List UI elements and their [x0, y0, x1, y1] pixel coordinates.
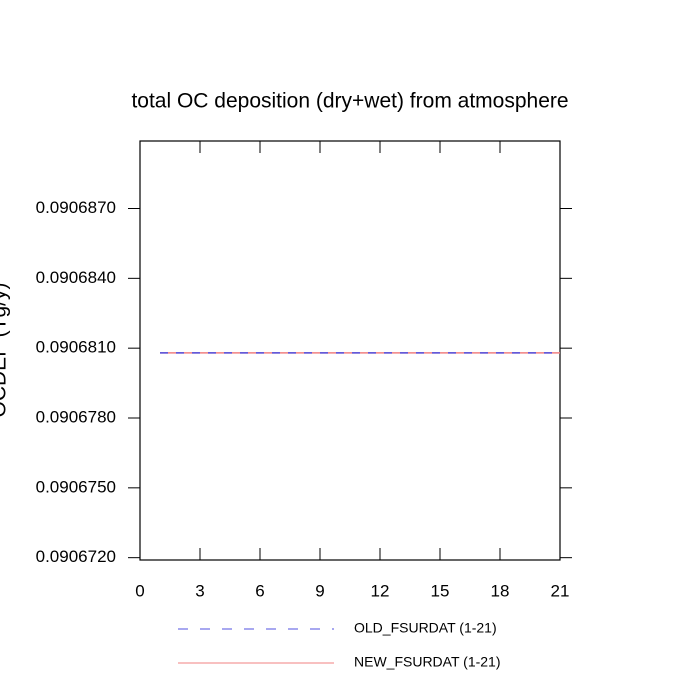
x-tick-label: 15 — [431, 581, 450, 600]
y-tick-label: 0.0906810 — [36, 338, 116, 357]
x-tick-label: 3 — [195, 581, 204, 600]
chart-title: total OC deposition (dry+wet) from atmos… — [131, 90, 568, 113]
y-tick-label: 0.0906720 — [36, 547, 116, 566]
x-tick-label: 18 — [491, 581, 510, 600]
y-tick-label: 0.0906750 — [36, 477, 116, 496]
y-tick-label: 0.0906840 — [36, 268, 116, 287]
y-axis-label: OCDEP (Tg/y) — [0, 283, 11, 418]
legend-label: OLD_FSURDAT (1-21) — [354, 620, 497, 636]
y-tick-label: 0.0906870 — [36, 198, 116, 217]
x-tick-label: 12 — [371, 581, 390, 600]
x-tick-label: 6 — [255, 581, 264, 600]
x-tick-label: 0 — [135, 581, 144, 600]
legend-label: NEW_FSURDAT (1-21) — [354, 654, 501, 670]
x-tick-label: 9 — [315, 581, 324, 600]
plot-frame — [139, 140, 561, 561]
y-tick-label: 0.0906780 — [36, 407, 116, 426]
x-tick-label: 21 — [551, 581, 570, 600]
